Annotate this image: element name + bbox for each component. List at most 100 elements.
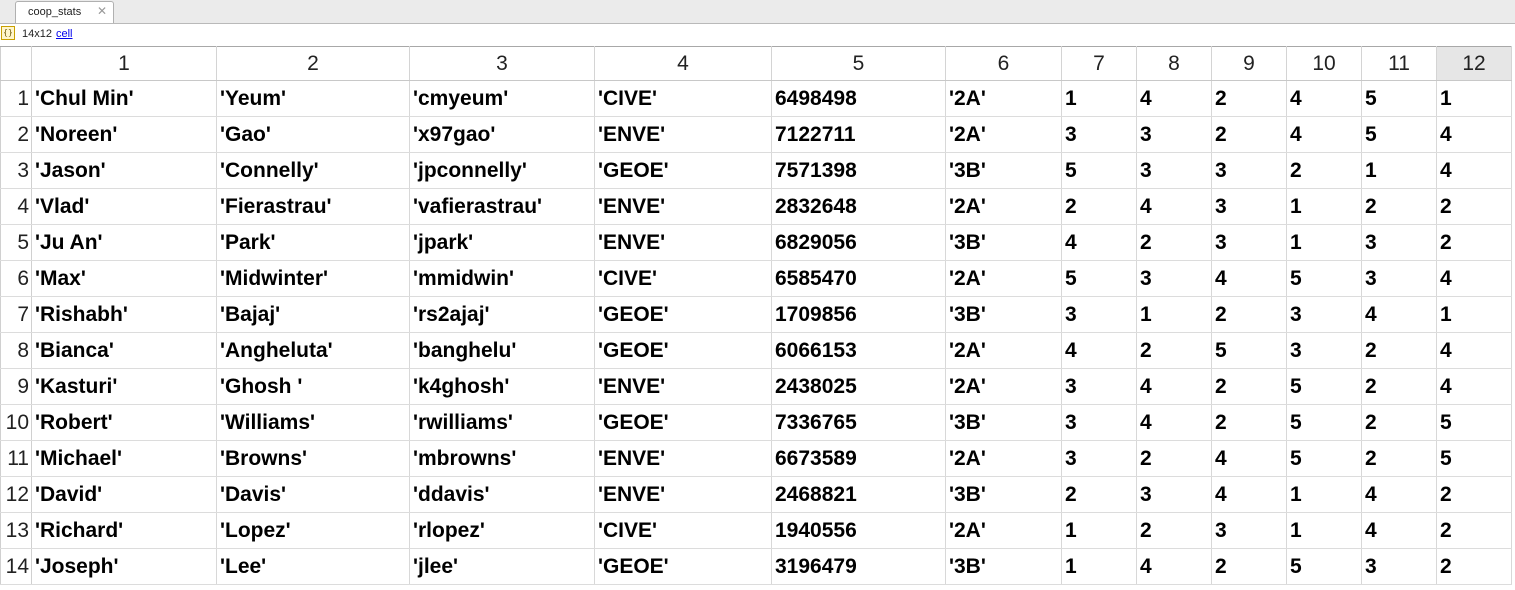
cell-r7-c12[interactable]: 1 bbox=[1436, 296, 1512, 333]
column-header-5[interactable]: 5 bbox=[771, 46, 946, 81]
cell-r3-c1[interactable]: 'Jason' bbox=[31, 152, 217, 189]
cell-r10-c2[interactable]: 'Williams' bbox=[216, 404, 410, 441]
cell-r8-c3[interactable]: 'banghelu' bbox=[409, 332, 595, 369]
cell-r2-c2[interactable]: 'Gao' bbox=[216, 116, 410, 153]
cell-r14-c11[interactable]: 3 bbox=[1361, 548, 1437, 585]
cell-r6-c7[interactable]: 5 bbox=[1061, 260, 1137, 297]
cell-r11-c8[interactable]: 2 bbox=[1136, 440, 1212, 477]
cell-r11-c3[interactable]: 'mbrowns' bbox=[409, 440, 595, 477]
cell-r5-c7[interactable]: 4 bbox=[1061, 224, 1137, 261]
cell-r1-c1[interactable]: 'Chul Min' bbox=[31, 80, 217, 117]
close-icon[interactable]: ✕ bbox=[97, 4, 108, 18]
cell-r7-c4[interactable]: 'GEOE' bbox=[594, 296, 772, 333]
cell-r8-c6[interactable]: '2A' bbox=[945, 332, 1062, 369]
cell-r11-c7[interactable]: 3 bbox=[1061, 440, 1137, 477]
cell-r8-c5[interactable]: 6066153 bbox=[771, 332, 946, 369]
cell-r4-c8[interactable]: 4 bbox=[1136, 188, 1212, 225]
cell-r12-c9[interactable]: 4 bbox=[1211, 476, 1287, 513]
cell-r11-c9[interactable]: 4 bbox=[1211, 440, 1287, 477]
cell-r6-c8[interactable]: 3 bbox=[1136, 260, 1212, 297]
cell-r11-c5[interactable]: 6673589 bbox=[771, 440, 946, 477]
cell-r8-c11[interactable]: 2 bbox=[1361, 332, 1437, 369]
cell-r6-c4[interactable]: 'CIVE' bbox=[594, 260, 772, 297]
column-header-7[interactable]: 7 bbox=[1061, 46, 1137, 81]
cell-r3-c9[interactable]: 3 bbox=[1211, 152, 1287, 189]
cell-r2-c8[interactable]: 3 bbox=[1136, 116, 1212, 153]
cell-r9-c9[interactable]: 2 bbox=[1211, 368, 1287, 405]
cell-r9-c5[interactable]: 2438025 bbox=[771, 368, 946, 405]
cell-r8-c1[interactable]: 'Bianca' bbox=[31, 332, 217, 369]
cell-r4-c2[interactable]: 'Fierastrau' bbox=[216, 188, 410, 225]
cell-r3-c7[interactable]: 5 bbox=[1061, 152, 1137, 189]
cell-r10-c12[interactable]: 5 bbox=[1436, 404, 1512, 441]
column-header-10[interactable]: 10 bbox=[1286, 46, 1362, 81]
cell-r12-c4[interactable]: 'ENVE' bbox=[594, 476, 772, 513]
cell-r7-c6[interactable]: '3B' bbox=[945, 296, 1062, 333]
cell-r2-c11[interactable]: 5 bbox=[1361, 116, 1437, 153]
column-header-3[interactable]: 3 bbox=[409, 46, 595, 81]
cell-r8-c10[interactable]: 3 bbox=[1286, 332, 1362, 369]
cell-r4-c3[interactable]: 'vafierastrau' bbox=[409, 188, 595, 225]
column-header-4[interactable]: 4 bbox=[594, 46, 772, 81]
row-header-7[interactable]: 7 bbox=[0, 296, 32, 333]
cell-r6-c9[interactable]: 4 bbox=[1211, 260, 1287, 297]
row-header-10[interactable]: 10 bbox=[0, 404, 32, 441]
cell-r1-c6[interactable]: '2A' bbox=[945, 80, 1062, 117]
cell-r1-c11[interactable]: 5 bbox=[1361, 80, 1437, 117]
cell-r4-c4[interactable]: 'ENVE' bbox=[594, 188, 772, 225]
variable-class-link[interactable]: cell bbox=[56, 28, 73, 40]
cell-r9-c1[interactable]: 'Kasturi' bbox=[31, 368, 217, 405]
cell-r13-c8[interactable]: 2 bbox=[1136, 512, 1212, 549]
cell-r6-c12[interactable]: 4 bbox=[1436, 260, 1512, 297]
cell-r5-c1[interactable]: 'Ju An' bbox=[31, 224, 217, 261]
cell-r9-c4[interactable]: 'ENVE' bbox=[594, 368, 772, 405]
cell-r14-c12[interactable]: 2 bbox=[1436, 548, 1512, 585]
cell-r5-c12[interactable]: 2 bbox=[1436, 224, 1512, 261]
cell-r13-c1[interactable]: 'Richard' bbox=[31, 512, 217, 549]
cell-r4-c5[interactable]: 2832648 bbox=[771, 188, 946, 225]
cell-r7-c1[interactable]: 'Rishabh' bbox=[31, 296, 217, 333]
cell-r13-c7[interactable]: 1 bbox=[1061, 512, 1137, 549]
cell-r9-c12[interactable]: 4 bbox=[1436, 368, 1512, 405]
cell-r14-c2[interactable]: 'Lee' bbox=[216, 548, 410, 585]
cell-r11-c12[interactable]: 5 bbox=[1436, 440, 1512, 477]
row-header-1[interactable]: 1 bbox=[0, 80, 32, 117]
cell-r5-c9[interactable]: 3 bbox=[1211, 224, 1287, 261]
cell-r12-c2[interactable]: 'Davis' bbox=[216, 476, 410, 513]
row-header-6[interactable]: 6 bbox=[0, 260, 32, 297]
cell-r1-c7[interactable]: 1 bbox=[1061, 80, 1137, 117]
cell-r12-c10[interactable]: 1 bbox=[1286, 476, 1362, 513]
cell-r13-c5[interactable]: 1940556 bbox=[771, 512, 946, 549]
cell-r14-c4[interactable]: 'GEOE' bbox=[594, 548, 772, 585]
cell-r2-c5[interactable]: 7122711 bbox=[771, 116, 946, 153]
cell-r11-c10[interactable]: 5 bbox=[1286, 440, 1362, 477]
cell-r12-c5[interactable]: 2468821 bbox=[771, 476, 946, 513]
cell-r1-c2[interactable]: 'Yeum' bbox=[216, 80, 410, 117]
cell-r9-c2[interactable]: 'Ghosh ' bbox=[216, 368, 410, 405]
cell-r10-c9[interactable]: 2 bbox=[1211, 404, 1287, 441]
cell-r14-c10[interactable]: 5 bbox=[1286, 548, 1362, 585]
row-header-11[interactable]: 11 bbox=[0, 440, 32, 477]
cell-r6-c2[interactable]: 'Midwinter' bbox=[216, 260, 410, 297]
cell-r7-c3[interactable]: 'rs2ajaj' bbox=[409, 296, 595, 333]
cell-r2-c7[interactable]: 3 bbox=[1061, 116, 1137, 153]
cell-r2-c3[interactable]: 'x97gao' bbox=[409, 116, 595, 153]
cell-r9-c6[interactable]: '2A' bbox=[945, 368, 1062, 405]
cell-r2-c1[interactable]: 'Noreen' bbox=[31, 116, 217, 153]
cell-r11-c1[interactable]: 'Michael' bbox=[31, 440, 217, 477]
column-header-6[interactable]: 6 bbox=[945, 46, 1062, 81]
column-header-1[interactable]: 1 bbox=[31, 46, 217, 81]
cell-r3-c4[interactable]: 'GEOE' bbox=[594, 152, 772, 189]
cell-r3-c2[interactable]: 'Connelly' bbox=[216, 152, 410, 189]
cell-r5-c2[interactable]: 'Park' bbox=[216, 224, 410, 261]
cell-r14-c6[interactable]: '3B' bbox=[945, 548, 1062, 585]
cell-r6-c10[interactable]: 5 bbox=[1286, 260, 1362, 297]
cell-r10-c7[interactable]: 3 bbox=[1061, 404, 1137, 441]
cell-r12-c7[interactable]: 2 bbox=[1061, 476, 1137, 513]
cell-r6-c3[interactable]: 'mmidwin' bbox=[409, 260, 595, 297]
row-header-14[interactable]: 14 bbox=[0, 548, 32, 585]
cell-r13-c2[interactable]: 'Lopez' bbox=[216, 512, 410, 549]
cell-r5-c6[interactable]: '3B' bbox=[945, 224, 1062, 261]
cell-r6-c1[interactable]: 'Max' bbox=[31, 260, 217, 297]
cell-r2-c10[interactable]: 4 bbox=[1286, 116, 1362, 153]
